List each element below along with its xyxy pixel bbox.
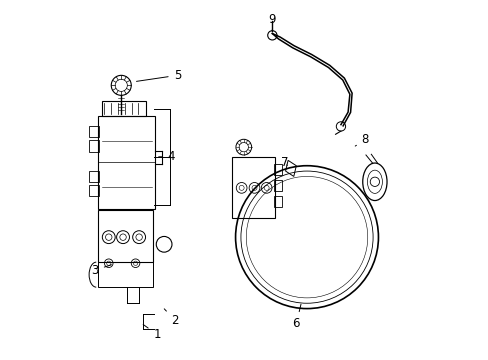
Text: 2: 2	[164, 309, 178, 327]
Bar	[89, 140, 99, 152]
Bar	[273, 164, 281, 175]
Text: 1: 1	[143, 324, 161, 341]
Bar	[273, 196, 281, 207]
Bar	[89, 185, 99, 197]
Bar	[89, 171, 99, 182]
Text: 4: 4	[159, 150, 175, 163]
Text: 5: 5	[136, 69, 181, 82]
Text: 6: 6	[292, 304, 301, 330]
Bar	[89, 126, 99, 138]
Text: 9: 9	[268, 13, 276, 32]
Text: 7: 7	[281, 156, 288, 169]
Text: 3: 3	[91, 264, 111, 276]
Text: 8: 8	[354, 133, 368, 146]
Bar	[273, 180, 281, 191]
